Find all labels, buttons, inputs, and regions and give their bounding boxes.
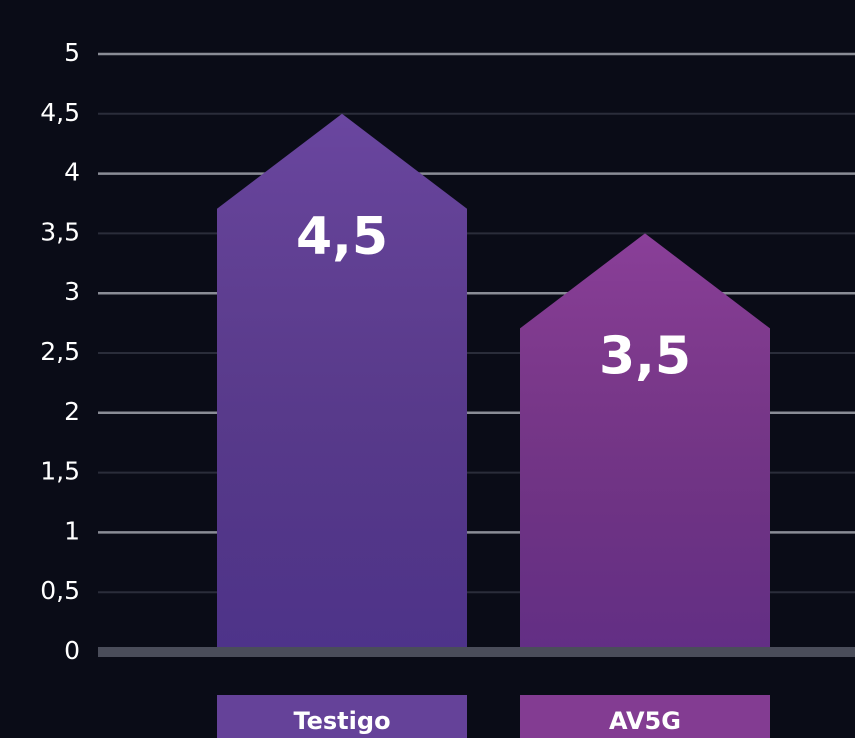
y-tick-label: 0	[64, 636, 80, 665]
x-tick-label: AV5G	[609, 707, 681, 735]
y-tick-label: 2	[64, 397, 80, 426]
y-tick-label: 4	[64, 158, 80, 187]
bar-shade	[217, 113, 467, 648]
category-box	[520, 695, 770, 738]
y-tick-label: 4,5	[40, 98, 80, 127]
y-tick-label: 0,5	[40, 576, 80, 605]
y-tick-label: 3,5	[40, 217, 80, 246]
x-tick-label: Testigo	[293, 707, 390, 735]
bar-shade	[520, 233, 770, 647]
y-tick-label: 5	[64, 38, 80, 67]
y-tick-label: 1,5	[40, 457, 80, 486]
y-tick-label: 3	[64, 277, 80, 306]
category-box	[217, 695, 467, 738]
y-tick-label: 2,5	[40, 337, 80, 366]
value-label: 3,5	[599, 326, 691, 386]
y-tick-label: 1	[64, 516, 80, 545]
value-label: 4,5	[296, 207, 388, 267]
